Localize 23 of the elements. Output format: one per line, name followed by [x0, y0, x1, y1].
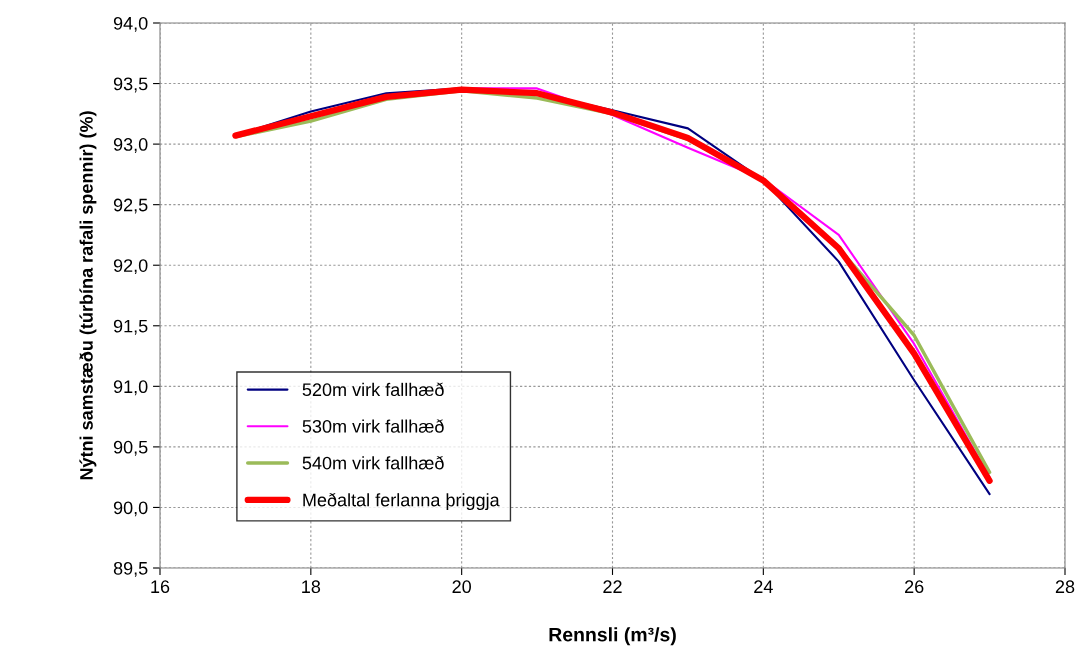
x-tick-label: 24 — [754, 580, 773, 593]
x-axis-title: Rennsli (m³/s) — [549, 627, 676, 646]
y-tick-label: 92,0 — [113, 259, 148, 275]
y-tick-label: 91,5 — [113, 319, 148, 335]
y-tick-label: 90,5 — [113, 440, 148, 456]
legend-label: Meðaltal ferlanna þriggja — [303, 492, 500, 510]
y-tick-label: 92,5 — [113, 198, 148, 214]
y-tick-label: 94,0 — [113, 16, 148, 32]
x-tick-label: 18 — [302, 580, 321, 594]
legend-label: 520m virk fallhæð — [302, 382, 444, 397]
y-tick-label: 90,0 — [113, 501, 148, 517]
legend-label: 530m virk fallhæð — [302, 419, 444, 433]
legend-label: 540m virk fallhæð — [302, 455, 444, 470]
y-tick-label: 91,0 — [113, 380, 148, 396]
x-tick-label: 22 — [603, 580, 622, 593]
x-tick-label: 16 — [151, 580, 170, 594]
y-tick-label: 93,0 — [113, 138, 148, 153]
x-tick-label: 26 — [905, 580, 924, 594]
x-tick-label: 28 — [1055, 580, 1075, 594]
y-axis-title: Nýtni samstæðu (túrbína rafali spennir) (%) — [79, 111, 97, 480]
y-tick-label: 89,5 — [113, 561, 148, 577]
y-tick-label: 93,5 — [113, 77, 148, 93]
x-tick-label: 20 — [452, 580, 471, 594]
